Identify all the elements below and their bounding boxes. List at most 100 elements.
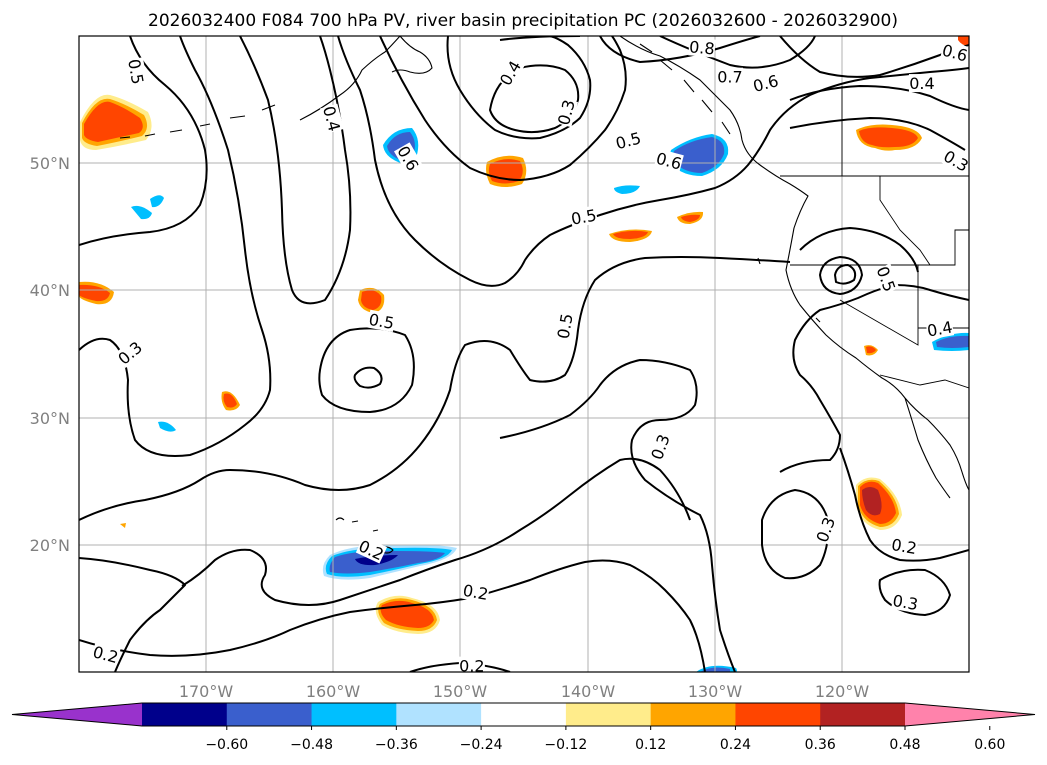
contour-label: 0.2	[459, 657, 484, 676]
contour-label-background	[908, 74, 935, 93]
map-frame	[78, 35, 970, 673]
precip-positive-patch	[79, 281, 114, 305]
contour-label: 0.8	[688, 37, 715, 58]
lat-label: 40°N	[30, 281, 70, 300]
lon-label: 120°W	[815, 682, 870, 701]
precip-positive-patch	[609, 211, 704, 242]
contour-label-background	[495, 57, 525, 89]
contour-label-background	[940, 40, 969, 65]
contour-label: 0.4	[909, 74, 934, 93]
contour-label-background	[750, 71, 781, 96]
colorbar: −0.60 −0.48 −0.36 −0.24 −0.12 0.12 0.24 0.36 0.4…	[11, 702, 1036, 753]
contour-label-background	[125, 57, 148, 86]
colorbar-tick-label: 0.12	[635, 737, 666, 753]
precip-positive-patch	[856, 124, 922, 151]
contour-label-background	[873, 263, 900, 295]
contour-label: 0.2	[461, 581, 489, 604]
colorbar-tick-label: 0.36	[805, 737, 836, 753]
contour-label: 0.4	[926, 317, 954, 340]
colorbar-tick-label: −0.48	[290, 737, 333, 753]
precip-negative-patch	[669, 134, 729, 176]
contour-label-background	[812, 514, 839, 545]
colorbar-tick-label: −0.12	[544, 737, 587, 753]
colorbar-segment	[820, 703, 906, 726]
contour-label-background	[114, 337, 146, 368]
contour-label-background	[319, 103, 345, 134]
precip-positive-patch	[80, 94, 152, 150]
precip-negative-patch	[932, 332, 969, 351]
colorbar-tick-label: 0.48	[889, 737, 920, 753]
lat-label: 50°N	[30, 154, 70, 173]
lon-label: 170°W	[179, 682, 234, 701]
colorbar-outline	[11, 702, 1036, 727]
colorbar-segment	[565, 703, 652, 726]
colorbar-segment	[650, 703, 736, 726]
contour-label: 0.5	[554, 312, 577, 340]
map-background	[79, 36, 969, 672]
contour-label: 0.5	[367, 310, 395, 333]
contour-label-background	[458, 656, 485, 672]
precip-positive-patch	[221, 391, 240, 411]
colorbar-tick-label: 0.60	[974, 737, 1005, 753]
contour-label: 0.7	[717, 68, 742, 87]
coastlines	[119, 36, 969, 554]
lat-label: 20°N	[30, 536, 70, 555]
contour-label-background	[367, 309, 396, 333]
contour-label-background	[553, 97, 579, 128]
precip-positive-patch	[375, 595, 440, 634]
colorbar-tick-label: −0.36	[375, 737, 418, 753]
precip-positive-patch	[958, 36, 969, 46]
contour-label-background	[647, 431, 673, 463]
colorbar-segment	[226, 703, 313, 726]
precip-positive-patch	[486, 155, 527, 187]
contour-label: 0.5	[570, 206, 598, 229]
contour-label-background	[889, 534, 919, 558]
colorbar-segment	[142, 703, 228, 726]
colorbar-tick-label: −0.60	[205, 737, 248, 753]
lon-label: 150°W	[433, 682, 488, 701]
precip-negative-patch	[131, 195, 164, 220]
contour-label-background	[891, 590, 920, 614]
lat-label: 30°N	[30, 409, 70, 428]
latitude-labels: 50°N 40°N 30°N 20°N	[30, 154, 70, 555]
colorbar-extend-min	[12, 703, 142, 726]
contour-label-background	[688, 37, 716, 58]
colorbar-tick-label: −0.24	[460, 737, 503, 753]
precip-positive-patch	[856, 477, 902, 530]
pv-contours	[79, 36, 969, 672]
precip-positive-patch	[120, 523, 126, 528]
colorbar-tick-label: 0.24	[720, 737, 751, 753]
contour-label-background	[613, 128, 644, 153]
precip-negative-patch	[614, 185, 640, 194]
contour-label-background	[940, 146, 969, 175]
longitude-labels: 170°W 160°W 150°W 140°W 130°W 120°W	[179, 682, 870, 701]
lon-label: 130°W	[688, 682, 743, 701]
contour-label: 0.2	[890, 535, 918, 558]
map-title: 2026032400 F084 700 hPa PV, river basin …	[148, 11, 898, 31]
contour-label-background	[90, 642, 121, 667]
colorbar-segment	[735, 703, 821, 726]
precip-positive-patch	[864, 345, 878, 356]
colorbar-segment	[396, 703, 482, 726]
precip-negative-patch	[158, 421, 176, 432]
lon-label: 160°W	[306, 682, 361, 701]
contour-label-background	[553, 311, 576, 341]
contour-label-background	[925, 317, 955, 340]
precip-anomaly-layer	[79, 36, 969, 672]
contour-label-background	[569, 205, 599, 228]
contour-label-background	[461, 580, 491, 603]
contour-label-background	[654, 148, 684, 173]
contour-label: 0.3	[891, 591, 919, 614]
map-area: 0.50.40.60.40.30.80.7 0.60.60.40.50.6 0.30…	[79, 36, 969, 676]
graticule	[79, 36, 969, 672]
colorbar-extend-max	[905, 703, 1035, 726]
contour-label-background	[394, 142, 423, 174]
contour-label: 0.5	[124, 58, 147, 86]
colorbar-segment	[481, 703, 567, 726]
colorbar-segment	[311, 703, 397, 726]
lon-label: 140°W	[561, 682, 616, 701]
pv-contour-labels: 0.50.40.60.40.30.80.7 0.60.60.40.50.6 0.30…	[90, 37, 969, 676]
contour-label-background	[355, 536, 388, 564]
contour-label-background	[716, 67, 743, 86]
